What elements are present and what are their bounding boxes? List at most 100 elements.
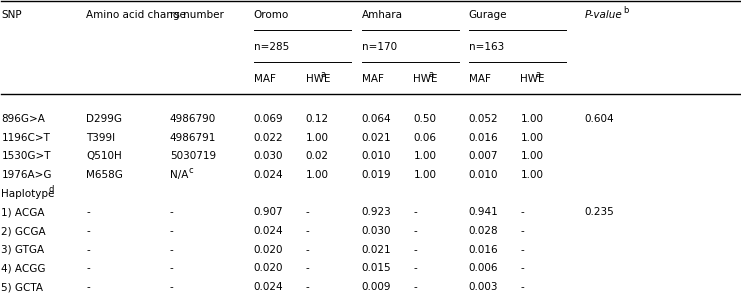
Text: HWE: HWE <box>520 74 545 84</box>
Text: n=163: n=163 <box>469 42 504 52</box>
Text: Amhara: Amhara <box>362 11 402 21</box>
Text: 0.009: 0.009 <box>362 282 391 292</box>
Text: 0.923: 0.923 <box>362 207 391 217</box>
Text: -: - <box>520 263 524 273</box>
Text: 1.00: 1.00 <box>520 114 543 124</box>
Text: rs number: rs number <box>170 11 224 21</box>
Text: n=285: n=285 <box>254 42 289 52</box>
Text: -: - <box>86 263 90 273</box>
Text: 0.50: 0.50 <box>413 114 436 124</box>
Text: 1.00: 1.00 <box>305 170 328 180</box>
Text: -: - <box>520 226 524 236</box>
Text: 2) GCGA: 2) GCGA <box>1 226 46 236</box>
Text: -: - <box>170 245 173 255</box>
Text: b: b <box>623 6 628 16</box>
Text: HWE: HWE <box>305 74 330 84</box>
Text: 1196C>T: 1196C>T <box>1 133 50 143</box>
Text: 0.016: 0.016 <box>469 245 498 255</box>
Text: MAF: MAF <box>469 74 491 84</box>
Text: -: - <box>170 226 173 236</box>
Text: 1530G>T: 1530G>T <box>1 151 51 161</box>
Text: 0.007: 0.007 <box>469 151 498 161</box>
Text: -: - <box>520 282 524 292</box>
Text: 1.00: 1.00 <box>520 151 543 161</box>
Text: -: - <box>305 207 309 217</box>
Text: T399I: T399I <box>86 133 116 143</box>
Text: 5030719: 5030719 <box>170 151 216 161</box>
Text: 0.06: 0.06 <box>413 133 436 143</box>
Text: 0.052: 0.052 <box>469 114 498 124</box>
Text: 0.064: 0.064 <box>362 114 391 124</box>
Text: -: - <box>86 226 90 236</box>
Text: 0.010: 0.010 <box>469 170 498 180</box>
Text: 4986790: 4986790 <box>170 114 216 124</box>
Text: 1) ACGA: 1) ACGA <box>1 207 45 217</box>
Text: c: c <box>188 166 193 175</box>
Text: 0.020: 0.020 <box>254 263 283 273</box>
Text: -: - <box>520 207 524 217</box>
Text: N/A: N/A <box>170 170 188 180</box>
Text: Haplotype: Haplotype <box>1 189 55 199</box>
Text: -: - <box>170 207 173 217</box>
Text: -: - <box>86 207 90 217</box>
Text: 0.604: 0.604 <box>585 114 614 124</box>
Text: 0.941: 0.941 <box>469 207 499 217</box>
Text: -: - <box>413 245 417 255</box>
Text: 0.069: 0.069 <box>254 114 284 124</box>
Text: 1976A>G: 1976A>G <box>1 170 52 180</box>
Text: 1.00: 1.00 <box>305 133 328 143</box>
Text: -: - <box>413 226 417 236</box>
Text: 0.12: 0.12 <box>305 114 329 124</box>
Text: -: - <box>305 263 309 273</box>
Text: 0.024: 0.024 <box>254 226 284 236</box>
Text: -: - <box>86 245 90 255</box>
Text: 5) GCTA: 5) GCTA <box>1 282 44 292</box>
Text: 3) GTGA: 3) GTGA <box>1 245 44 255</box>
Text: 1.00: 1.00 <box>413 170 436 180</box>
Text: 0.016: 0.016 <box>469 133 498 143</box>
Text: M658G: M658G <box>86 170 123 180</box>
Text: -: - <box>413 263 417 273</box>
Text: 1.00: 1.00 <box>413 151 436 161</box>
Text: 0.015: 0.015 <box>362 263 391 273</box>
Text: -: - <box>305 226 309 236</box>
Text: P-value: P-value <box>585 11 622 21</box>
Text: D299G: D299G <box>86 114 122 124</box>
Text: 0.021: 0.021 <box>362 245 391 255</box>
Text: a: a <box>536 70 540 79</box>
Text: -: - <box>305 282 309 292</box>
Text: 0.907: 0.907 <box>254 207 284 217</box>
Text: d: d <box>49 185 54 194</box>
Text: a: a <box>321 70 326 79</box>
Text: MAF: MAF <box>362 74 384 84</box>
Text: 1.00: 1.00 <box>520 133 543 143</box>
Text: MAF: MAF <box>254 74 276 84</box>
Text: 0.021: 0.021 <box>362 133 391 143</box>
Text: 4986791: 4986791 <box>170 133 216 143</box>
Text: SNP: SNP <box>1 11 22 21</box>
Text: Amino acid change: Amino acid change <box>86 11 186 21</box>
Text: 0.02: 0.02 <box>305 151 328 161</box>
Text: 0.003: 0.003 <box>469 282 498 292</box>
Text: -: - <box>86 282 90 292</box>
Text: 1.00: 1.00 <box>520 170 543 180</box>
Text: 896G>A: 896G>A <box>1 114 45 124</box>
Text: 0.019: 0.019 <box>362 170 391 180</box>
Text: 0.030: 0.030 <box>254 151 283 161</box>
Text: -: - <box>170 282 173 292</box>
Text: 0.028: 0.028 <box>469 226 498 236</box>
Text: 0.030: 0.030 <box>362 226 391 236</box>
Text: HWE: HWE <box>413 74 438 84</box>
Text: 0.010: 0.010 <box>362 151 391 161</box>
Text: -: - <box>520 245 524 255</box>
Text: 0.020: 0.020 <box>254 245 283 255</box>
Text: n=170: n=170 <box>362 42 396 52</box>
Text: -: - <box>305 245 309 255</box>
Text: -: - <box>413 207 417 217</box>
Text: -: - <box>170 263 173 273</box>
Text: 0.024: 0.024 <box>254 282 284 292</box>
Text: Oromo: Oromo <box>254 11 289 21</box>
Text: Gurage: Gurage <box>469 11 507 21</box>
Text: 0.235: 0.235 <box>585 207 614 217</box>
Text: Q510H: Q510H <box>86 151 122 161</box>
